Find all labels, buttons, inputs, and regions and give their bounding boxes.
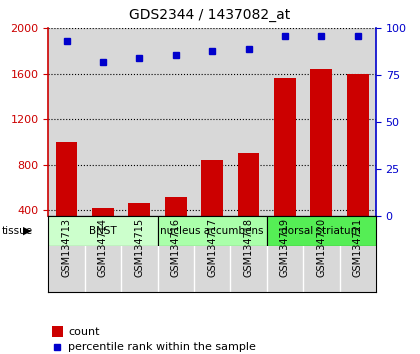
Text: GSM134721: GSM134721 [353, 218, 363, 277]
Text: BNST: BNST [89, 226, 117, 236]
Bar [267, 216, 376, 246]
Text: GSM134720: GSM134720 [316, 218, 326, 277]
Bar [158, 216, 267, 246]
Bar [52, 326, 63, 337]
Bar [347, 74, 369, 256]
Bar [238, 153, 260, 256]
Bar [165, 196, 186, 256]
Text: GSM134714: GSM134714 [98, 218, 108, 277]
Bar [48, 216, 158, 246]
Text: GSM134715: GSM134715 [134, 218, 144, 277]
Text: count: count [68, 327, 100, 337]
Text: GSM134718: GSM134718 [244, 218, 254, 277]
Bar [129, 204, 150, 256]
Text: tissue: tissue [2, 226, 33, 236]
Text: nucleus accumbens: nucleus accumbens [160, 226, 264, 236]
Text: GDS2344 / 1437082_at: GDS2344 / 1437082_at [129, 8, 291, 23]
Text: dorsal striatum: dorsal striatum [281, 226, 361, 236]
Bar [92, 208, 114, 256]
Bar [55, 142, 77, 256]
Bar [310, 69, 332, 256]
Text: ▶: ▶ [23, 226, 32, 236]
Bar [201, 160, 223, 256]
Text: GSM134717: GSM134717 [207, 218, 217, 277]
Text: percentile rank within the sample: percentile rank within the sample [68, 342, 256, 352]
Text: GSM134713: GSM134713 [61, 218, 71, 277]
Text: GSM134719: GSM134719 [280, 218, 290, 277]
Bar [274, 78, 296, 256]
Text: GSM134716: GSM134716 [171, 218, 181, 277]
